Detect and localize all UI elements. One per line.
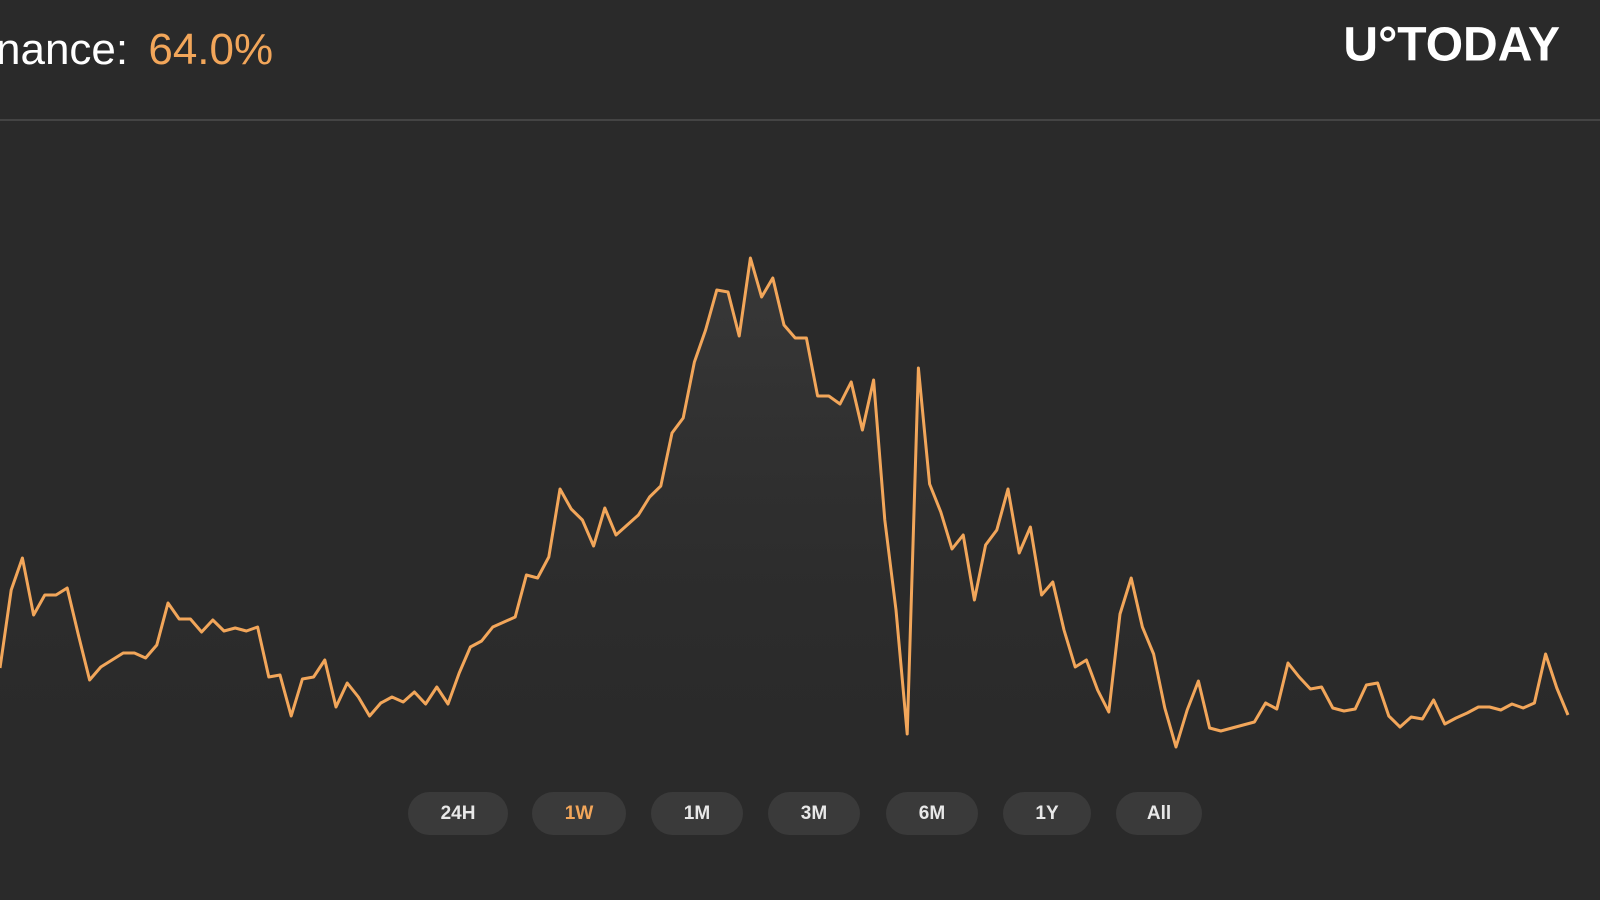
headline-value: 64.0% (148, 25, 273, 74)
range-button[interactable] (768, 792, 860, 835)
chart-title: nance: 64.0% (0, 25, 273, 74)
range-button-label[interactable]: 3M (801, 803, 827, 824)
range-button-label[interactable]: 6M (919, 803, 945, 824)
line (0, 256, 1570, 749)
range-button-label[interactable]: All (1147, 803, 1171, 824)
range-button-label[interactable]: 1Y (1035, 803, 1059, 824)
range-button-label[interactable]: 1M (684, 803, 710, 824)
range-button-label[interactable]: 1W (565, 803, 594, 824)
range-button-label[interactable]: 24H (441, 803, 476, 824)
range-button[interactable] (651, 792, 743, 835)
range-button[interactable] (1116, 792, 1202, 835)
range-button[interactable] (408, 792, 508, 835)
title-text: nance: (0, 25, 128, 74)
logo: U°TODAY (1343, 19, 1560, 72)
plot (0, 256, 1570, 760)
area (0, 258, 1568, 760)
range-button[interactable] (886, 792, 978, 835)
range-button[interactable] (1003, 792, 1091, 835)
range-button[interactable] (532, 792, 626, 835)
range-buttons: 24H 1W 1M 3M 6M 1Y All (408, 792, 1202, 835)
